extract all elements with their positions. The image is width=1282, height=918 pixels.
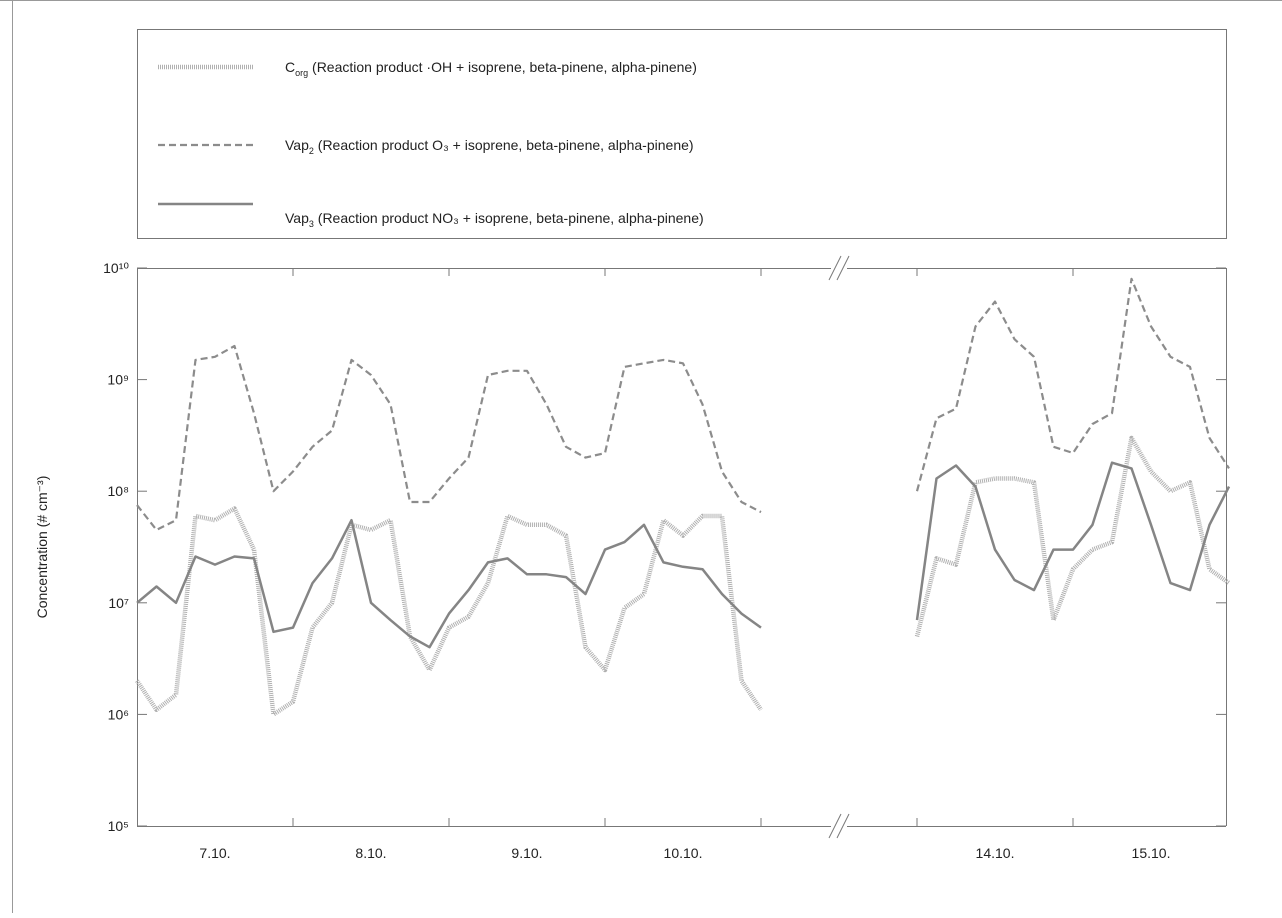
- legend-label: Corg (Reaction product ·OH + isoprene, b…: [285, 59, 697, 78]
- x-tick-label: 15.10.: [1132, 845, 1171, 861]
- axis-break-gap: [831, 814, 847, 838]
- series-line: [136, 344, 762, 531]
- y-tick-label: 10⁸: [108, 483, 130, 499]
- legend-label: Vap2 (Reaction product O₃ + isoprene, be…: [285, 137, 694, 156]
- y-tick-label: 10⁷: [108, 595, 129, 611]
- legend-description: (Reaction product ·OH + isoprene, beta-p…: [308, 59, 697, 75]
- x-tick-label: 10.10.: [664, 845, 703, 861]
- series-line: [915, 461, 1231, 621]
- x-tick-label: 7.10.: [199, 845, 230, 861]
- x-tick-label: 9.10.: [511, 845, 542, 861]
- legend-name: Vap: [285, 137, 309, 153]
- legend-label: Vap3 (Reaction product NO₃ + isoprene, b…: [285, 210, 704, 229]
- y-tick-label: 10¹⁰: [103, 260, 129, 276]
- legend-name-sub: 2: [309, 146, 314, 156]
- legend-description: (Reaction product NO₃ + isoprene, beta-p…: [314, 210, 704, 226]
- legend-box: [137, 29, 1227, 239]
- y-tick-label: 10⁶: [108, 706, 129, 722]
- axis-break-gap: [831, 256, 847, 280]
- y-axis-label: Concentration (# cm⁻³): [34, 476, 50, 619]
- y-tick-label: 10⁹: [107, 372, 129, 388]
- x-tick-label: 8.10.: [355, 845, 386, 861]
- legend-name: Vap: [285, 210, 309, 226]
- legend-name: C: [285, 59, 295, 75]
- legend-description: (Reaction product O₃ + isoprene, beta-pi…: [314, 137, 694, 153]
- legend-name-sub: 3: [309, 219, 314, 229]
- axis-break-mark: [828, 255, 842, 281]
- axis-break-mark: [828, 813, 842, 839]
- legend-name-sub: org: [295, 68, 308, 78]
- series-line: [914, 435, 1231, 637]
- series-line: [136, 518, 762, 649]
- axis-break-mark: [836, 813, 850, 839]
- series-line: [135, 506, 763, 717]
- axis-break-mark: [836, 255, 850, 281]
- series-line: [915, 277, 1230, 492]
- x-tick-label: 14.10.: [976, 845, 1015, 861]
- y-tick-label: 10⁵: [108, 818, 129, 834]
